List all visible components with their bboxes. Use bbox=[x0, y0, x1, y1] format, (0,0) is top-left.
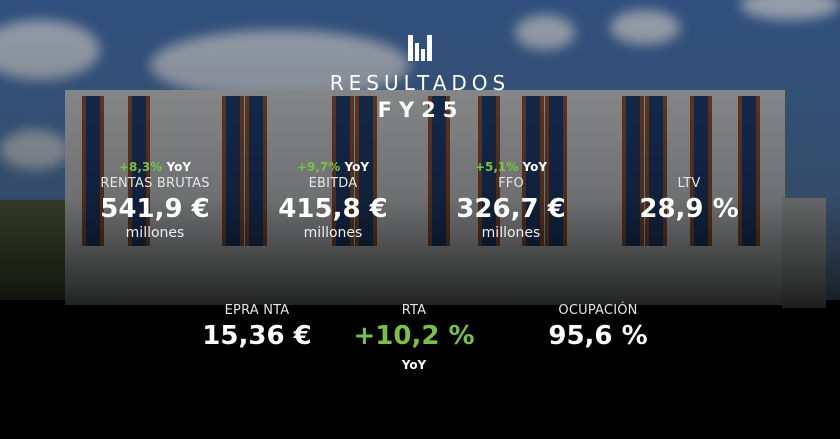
value: +10,2 % bbox=[353, 321, 475, 351]
value: 415,8 € bbox=[278, 194, 388, 224]
change: +8,3% bbox=[118, 160, 163, 174]
value: 15,36 € bbox=[202, 321, 312, 351]
metric-ebitda: +9,7% YoY EBITDA 415,8 € millones bbox=[278, 160, 387, 242]
value: 95,6 % bbox=[548, 321, 648, 351]
subtitle: FY25 bbox=[377, 98, 465, 122]
metric-rentas-brutas: +8,3% YoY RENTAS BRUTAS 541,9 € millones bbox=[100, 160, 209, 242]
label: OCUPACIÓN bbox=[558, 303, 638, 318]
yoy-line: +5,1% YoY bbox=[456, 160, 565, 175]
unit: millones bbox=[125, 225, 185, 241]
metric-ffo: +5,1% YoY FFO 326,7 € millones bbox=[456, 160, 565, 242]
yoy-line: +8,3% YoY bbox=[100, 160, 209, 175]
label: FFO bbox=[498, 176, 524, 191]
label: EPRA NTA bbox=[224, 303, 290, 318]
label: EBITDA bbox=[308, 176, 358, 191]
yoy: YoY bbox=[401, 358, 427, 372]
yoy: YoY bbox=[344, 160, 370, 174]
value: 541,9 € bbox=[100, 194, 210, 224]
merlin-logo-icon bbox=[408, 35, 432, 61]
unit: millones bbox=[481, 225, 541, 241]
metric-rta: RTA +10,2 % YoY bbox=[353, 302, 474, 373]
label: LTV bbox=[677, 176, 701, 191]
change: +5,1% bbox=[474, 160, 519, 174]
metric-ltv: LTV 28,9 % bbox=[639, 175, 738, 225]
metric-epra-nta: EPRA NTA 15,36 € bbox=[202, 302, 311, 352]
yoy-line: +9,7% YoY bbox=[278, 160, 387, 175]
metric-ocupacion: OCUPACIÓN 95,6 % bbox=[548, 302, 647, 352]
value: 28,9 % bbox=[639, 194, 739, 224]
value: 326,7 € bbox=[456, 194, 566, 224]
unit: millones bbox=[303, 225, 363, 241]
label: RENTAS BRUTAS bbox=[100, 176, 210, 191]
change: +9,7% bbox=[296, 160, 341, 174]
yoy: YoY bbox=[166, 160, 192, 174]
title: RESULTADOS bbox=[329, 71, 511, 95]
yoy: YoY bbox=[522, 160, 548, 174]
label: RTA bbox=[401, 303, 427, 318]
